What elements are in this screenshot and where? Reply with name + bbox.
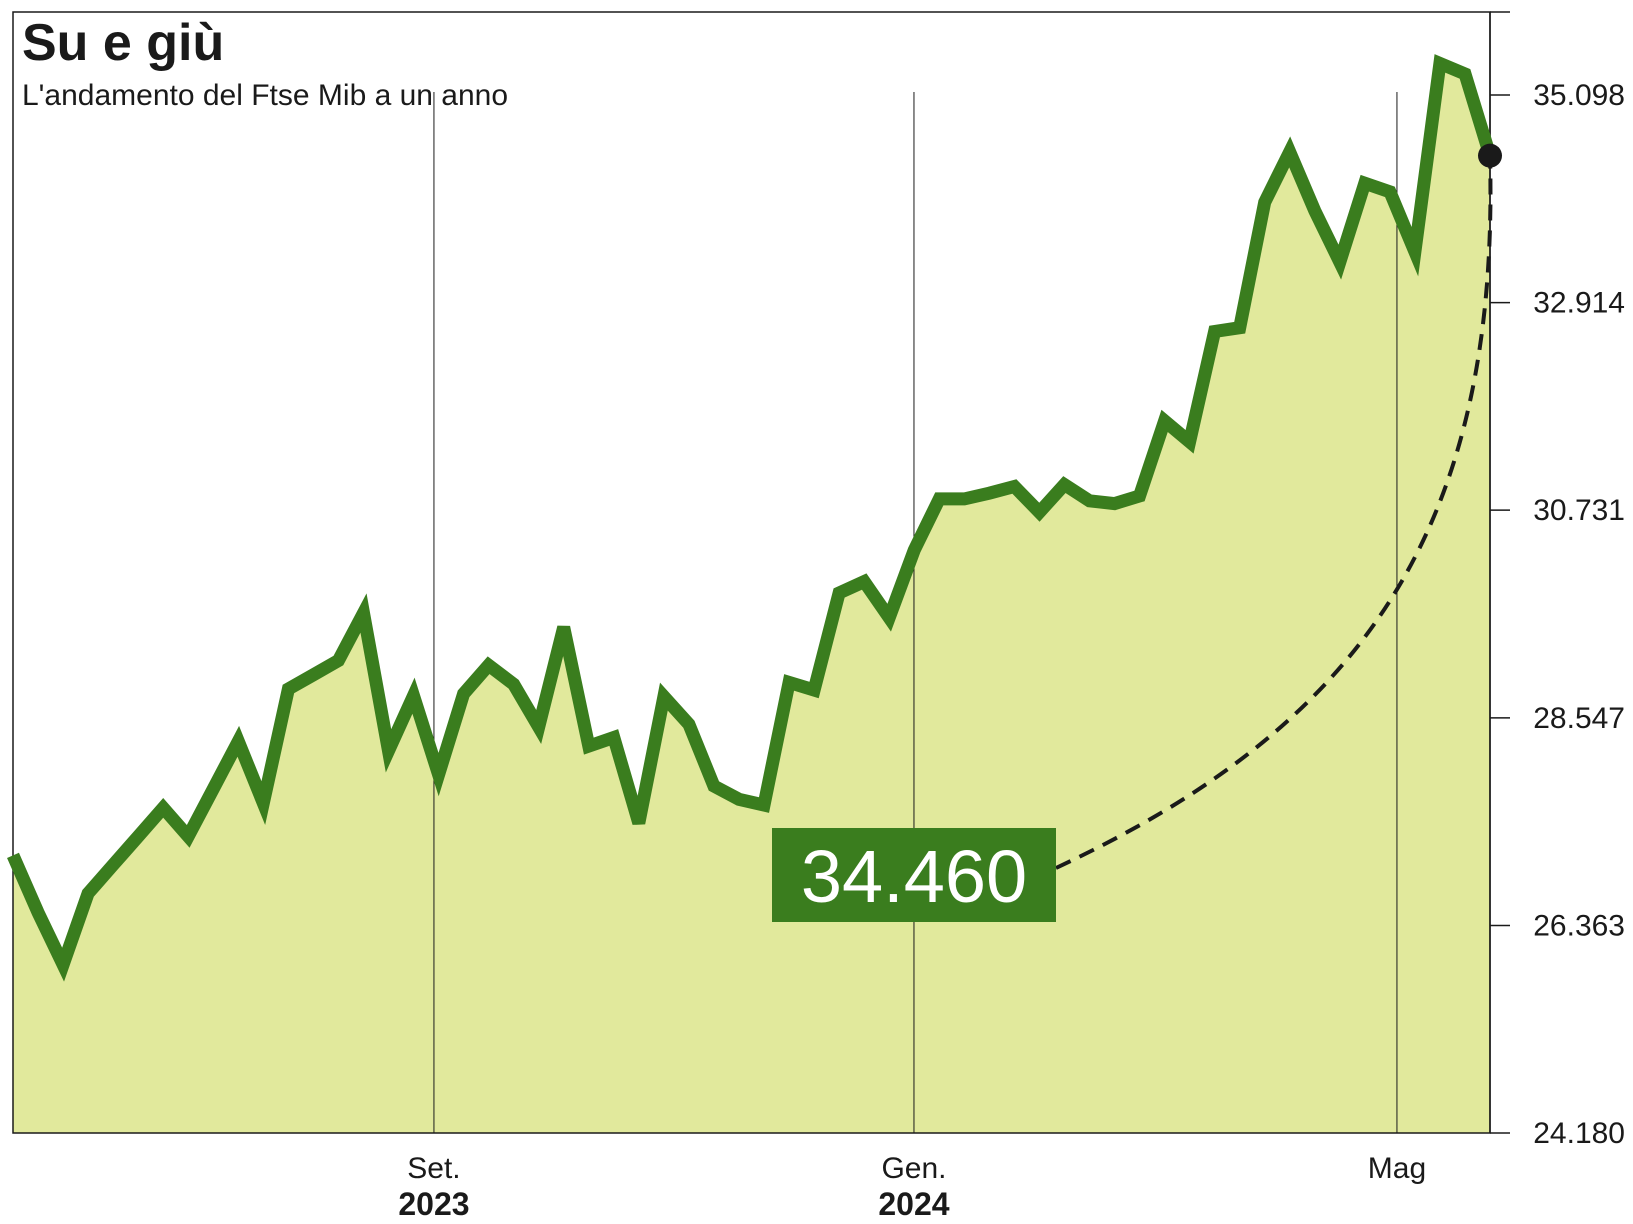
x-tick-label: Mag [1368,1152,1426,1185]
series-line [7,54,1497,982]
y-tick-label: 26.363 [1533,909,1625,942]
y-tick-label: 32.914 [1533,287,1625,320]
series-area [13,63,1490,1133]
x-tick-year: 2023 [398,1186,469,1222]
chart-title: Su e giù [22,14,224,72]
callout-connector [1055,155,1493,870]
y-axis: 35.098 32.914 30.731 28.547 26.363 24.180 [1490,11,1625,1150]
x-tick-label: Gen. [881,1152,946,1185]
y-tick-label: 35.098 [1533,79,1625,112]
y-tick-label: 28.547 [1533,702,1625,735]
last-point-marker [1478,143,1502,168]
month-gridlines [433,92,1398,1133]
y-tick-label: 24.180 [1533,1117,1625,1150]
chart-subtitle: L'andamento del Ftse Mib a un anno [22,79,508,112]
y-tick-label: 30.731 [1533,494,1625,527]
x-axis: Set.2023 Gen.2024 Mag [398,1152,1426,1222]
x-tick-label: Set. [407,1152,460,1185]
callout-value: 34.460 [801,835,1027,918]
x-tick-year: 2024 [878,1186,949,1222]
callout-box [772,828,1056,922]
